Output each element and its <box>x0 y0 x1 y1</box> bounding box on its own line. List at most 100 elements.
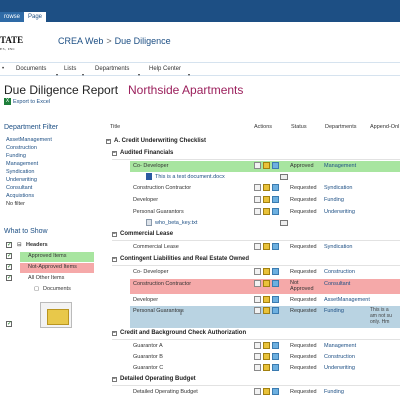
collapse-icon[interactable]: − <box>106 138 111 144</box>
document-icon[interactable] <box>254 342 261 349</box>
workflow-icon[interactable] <box>272 208 279 215</box>
nav-departments[interactable]: Departments <box>95 66 130 72</box>
filter-construction[interactable]: Construction <box>6 145 37 151</box>
filter-funding[interactable]: Funding <box>6 153 26 159</box>
workflow-icon[interactable] <box>272 307 279 314</box>
nav-documents[interactable]: Documents <box>16 66 47 72</box>
group-commercial-lease[interactable]: − Commercial Lease <box>112 231 400 241</box>
document-icon[interactable] <box>254 307 261 314</box>
document-icon[interactable] <box>254 280 261 287</box>
table-row[interactable]: Construction Contractor Not Approved Cons… <box>130 279 400 294</box>
workflow-icon[interactable] <box>272 243 279 250</box>
edit-icon[interactable] <box>263 208 270 215</box>
collapse-icon[interactable]: − <box>112 376 117 382</box>
document-icon[interactable] <box>254 184 261 191</box>
document-icon[interactable] <box>254 296 261 303</box>
workflow-icon[interactable] <box>272 268 279 275</box>
filter-underwriting[interactable]: Underwriting <box>6 177 37 183</box>
document-icon[interactable] <box>254 268 261 275</box>
company-logo[interactable]: TATE ES, INC <box>0 35 24 52</box>
table-row[interactable]: Detailed Operating Budget Requested Fund… <box>130 387 400 398</box>
edit-icon[interactable] <box>263 364 270 371</box>
edit-icon[interactable] <box>263 388 270 395</box>
filter-assetmanagement[interactable]: AssetManagement <box>6 137 52 143</box>
column-status[interactable]: Status <box>291 124 307 130</box>
workflow-icon[interactable] <box>272 296 279 303</box>
column-title[interactable]: Title <box>110 124 121 130</box>
extra-checkbox[interactable] <box>6 320 12 327</box>
not-approved-checkbox[interactable] <box>6 263 12 270</box>
edit-icon[interactable] <box>263 296 270 303</box>
workflow-icon[interactable] <box>272 364 279 371</box>
workflow-icon[interactable] <box>272 342 279 349</box>
mail-icon[interactable] <box>280 220 288 226</box>
filter-consultant[interactable]: Consultant <box>6 185 33 191</box>
section-credit-underwriting[interactable]: − A. Credit Underwriting Checklist <box>106 138 400 144</box>
table-row[interactable]: Developer Requested AssetManagement <box>130 295 400 306</box>
workflow-icon[interactable] <box>272 353 279 360</box>
row-department[interactable]: Funding <box>324 389 344 395</box>
edit-icon[interactable] <box>263 342 270 349</box>
table-row[interactable]: Co- Developer Requested Construction <box>130 267 400 278</box>
group-contingent-liabilities[interactable]: − Contingent Liabilities and Real Estate … <box>112 256 400 266</box>
document-icon[interactable] <box>254 208 261 215</box>
nav-help-center[interactable]: Help Center <box>149 66 182 72</box>
table-row[interactable]: Developer Requested Funding <box>130 195 400 206</box>
document-icon[interactable] <box>254 364 261 371</box>
row-department[interactable]: Construction <box>324 269 355 275</box>
row-department[interactable]: Consultant <box>324 281 351 287</box>
workflow-icon[interactable] <box>272 184 279 191</box>
tab-page[interactable]: Page <box>24 12 47 22</box>
group-operating-budget[interactable]: − Detailed Operating Budget <box>112 376 400 386</box>
attached-file[interactable]: This is a test document.docx <box>146 173 225 183</box>
edit-icon[interactable] <box>263 243 270 250</box>
edit-icon[interactable] <box>263 162 270 169</box>
table-row[interactable]: Personal Guarantors Requested Underwriti… <box>130 207 400 218</box>
document-icon[interactable] <box>254 388 261 395</box>
document-icon[interactable] <box>254 243 261 250</box>
edit-icon[interactable] <box>263 196 270 203</box>
workflow-icon[interactable] <box>272 388 279 395</box>
headers-checkbox[interactable] <box>6 241 12 248</box>
row-department[interactable]: Syndication <box>324 244 353 250</box>
workflow-icon[interactable] <box>272 162 279 169</box>
column-departments[interactable]: Departments <box>325 124 357 130</box>
filter-management[interactable]: Management <box>6 161 39 167</box>
expand-icon[interactable]: ⊟ <box>17 242 22 248</box>
table-row[interactable]: Personal Guarantors I Requested Funding … <box>130 306 400 328</box>
table-row[interactable]: Guarantor C Requested Underwriting <box>130 363 400 374</box>
edit-icon[interactable] <box>263 307 270 314</box>
workflow-icon[interactable] <box>272 196 279 203</box>
filter-syndication[interactable]: Syndication <box>6 169 35 175</box>
document-icon[interactable] <box>254 196 261 203</box>
row-department[interactable]: Syndication <box>324 185 353 191</box>
row-department[interactable]: Management <box>324 163 357 169</box>
collapse-icon[interactable]: − <box>112 231 117 237</box>
row-department[interactable]: AssetManagement <box>324 297 370 303</box>
table-row[interactable]: Construction Contractor Requested Syndic… <box>130 183 400 194</box>
row-department[interactable]: Underwriting <box>324 209 355 215</box>
row-department[interactable]: Funding <box>324 197 344 203</box>
table-row[interactable]: Commercial Lease Requested Syndication <box>130 242 400 253</box>
column-actions[interactable]: Actions <box>254 124 273 130</box>
breadcrumb-site[interactable]: CREA Web <box>58 36 104 46</box>
filter-none[interactable]: No filter <box>6 201 25 207</box>
edit-icon[interactable] <box>263 353 270 360</box>
filter-acquistions[interactable]: Acquistions <box>6 193 35 199</box>
table-row[interactable]: Guarantor A Requested Management <box>130 341 400 352</box>
row-department[interactable]: Underwriting <box>324 365 355 371</box>
tab-browse[interactable]: rowse <box>0 12 25 22</box>
collapse-icon[interactable]: − <box>112 256 117 262</box>
attached-file[interactable]: who_beta_key.txt <box>146 219 197 229</box>
column-append[interactable]: Append-Onl <box>370 124 400 130</box>
other-items-checkbox[interactable] <box>6 274 12 281</box>
collapse-icon[interactable]: − <box>112 150 117 156</box>
workflow-icon[interactable] <box>272 280 279 287</box>
row-department[interactable]: Construction <box>324 354 355 360</box>
edit-icon[interactable] <box>263 184 270 191</box>
group-credit-background[interactable]: − Credit and Background Check Authorizati… <box>112 330 400 340</box>
document-icon[interactable] <box>254 353 261 360</box>
row-department[interactable]: Management <box>324 343 357 349</box>
approved-checkbox[interactable] <box>6 252 12 259</box>
mail-icon[interactable] <box>280 174 288 180</box>
